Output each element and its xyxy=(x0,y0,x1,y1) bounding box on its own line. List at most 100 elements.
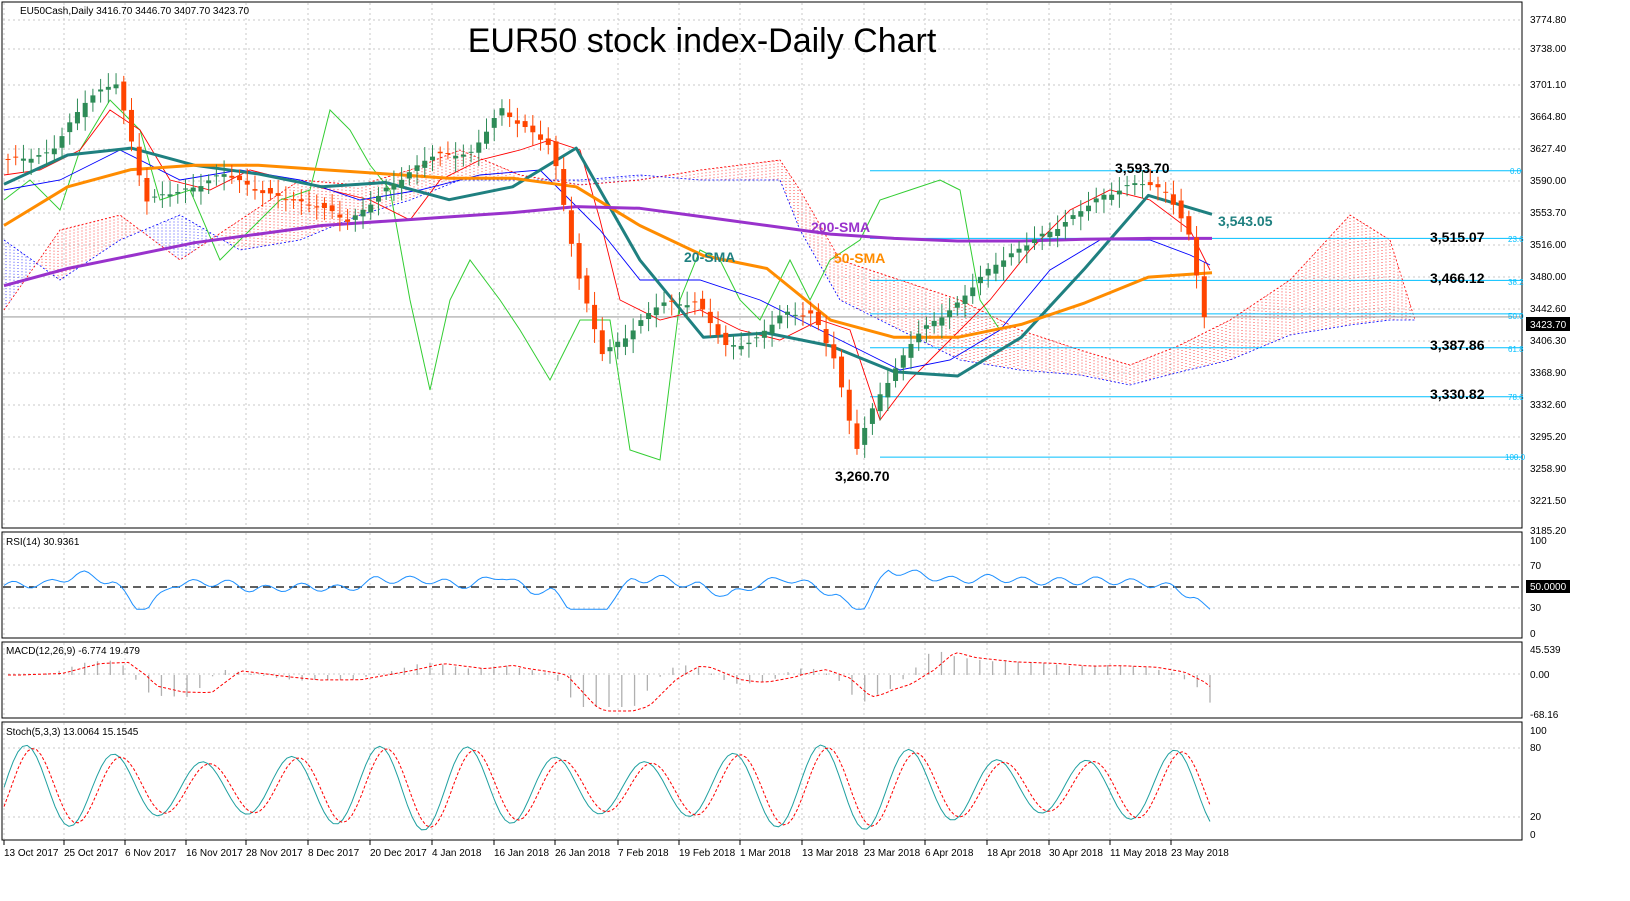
rsi-label: RSI(14) 30.9361 xyxy=(6,537,80,548)
candle-body xyxy=(1031,239,1037,244)
fibonacci-levels xyxy=(3,170,1522,458)
candle-body xyxy=(484,131,490,144)
candle-body xyxy=(229,175,235,178)
price-tick: 3406.30 xyxy=(1530,336,1567,347)
price-tick: 3221.50 xyxy=(1530,496,1567,507)
candle-body xyxy=(20,158,26,161)
candle-body xyxy=(568,210,574,244)
candle-body xyxy=(352,215,358,220)
fib-label-61: 61.8 xyxy=(1508,345,1524,354)
price-tick: 3774.80 xyxy=(1530,15,1567,26)
candle-body xyxy=(267,187,273,194)
macd-panel xyxy=(1,641,1523,719)
fib-label-78: 78.6 xyxy=(1508,393,1524,402)
date-tick: 20 Dec 2017 xyxy=(370,848,427,859)
candle-body xyxy=(545,138,551,145)
tenkan-line xyxy=(3,109,1211,421)
price-tick: 3185.20 xyxy=(1530,526,1567,537)
candle-body xyxy=(422,160,428,168)
candle-body xyxy=(453,155,459,159)
date-tick: 26 Jan 2018 xyxy=(555,848,610,859)
date-tick: 18 Apr 2018 xyxy=(987,848,1041,859)
rsi-tick: 0 xyxy=(1530,629,1536,640)
sma20-label: 20-SMA xyxy=(684,249,735,265)
candle-body xyxy=(707,311,713,324)
candle-body xyxy=(1016,248,1022,253)
candle-body xyxy=(314,206,320,208)
date-tick: 6 Nov 2017 xyxy=(125,848,177,859)
candle-body xyxy=(98,89,104,92)
sma200-line xyxy=(3,205,1212,288)
candle-body xyxy=(1039,233,1045,237)
level-3515-label: 3,515.07 xyxy=(1430,229,1485,245)
candle-body xyxy=(985,268,991,276)
candle-body xyxy=(1101,194,1107,200)
macd-tick: 0.00 xyxy=(1530,670,1550,681)
price-axis: 3774.80 3738.00 3701.10 3664.80 3627.40 … xyxy=(1526,15,1570,537)
candle-body xyxy=(136,146,142,176)
sma200-label: 200-SMA xyxy=(811,219,870,235)
candle-body xyxy=(213,175,219,177)
candle-body xyxy=(445,153,451,155)
candle-body xyxy=(368,204,374,213)
date-tick: 8 Dec 2017 xyxy=(308,848,360,859)
rsi-tick: 30 xyxy=(1530,603,1542,614)
candle-body xyxy=(823,329,829,344)
candle-body xyxy=(206,180,212,184)
candle-body xyxy=(1055,228,1061,237)
candle-body xyxy=(1140,184,1146,186)
candle-body xyxy=(337,214,343,218)
candle-body xyxy=(468,151,474,153)
candle-body xyxy=(345,219,351,222)
candle-body xyxy=(1001,260,1007,267)
current-price: 3423.70 xyxy=(1530,320,1567,331)
date-tick: 13 Oct 2017 xyxy=(4,848,59,859)
candle-body xyxy=(237,175,243,181)
candle-body xyxy=(715,324,721,335)
candle-body xyxy=(437,151,443,154)
stoch-panel xyxy=(1,721,1523,841)
stoch-d-line xyxy=(3,747,1211,828)
candle-body xyxy=(530,125,536,133)
candle-body xyxy=(121,81,127,111)
candle-body xyxy=(576,243,582,279)
candle-body xyxy=(676,304,682,306)
candle-body xyxy=(82,102,88,118)
candle-body xyxy=(746,342,752,345)
price-tick: 3738.00 xyxy=(1530,44,1567,55)
candle-body xyxy=(561,169,567,205)
candle-body xyxy=(90,95,96,103)
fib-label-23: 23.6 xyxy=(1508,235,1524,244)
candle-body xyxy=(538,134,544,140)
candle-body xyxy=(1008,253,1014,258)
stoch-tick: 80 xyxy=(1530,743,1542,754)
stoch-tick: 20 xyxy=(1530,812,1542,823)
candle-body xyxy=(5,158,11,160)
date-tick: 6 Apr 2018 xyxy=(925,848,974,859)
candle-body xyxy=(460,154,466,157)
candle-body xyxy=(785,311,791,315)
candle-body xyxy=(800,315,806,317)
macd-tick: -68.16 xyxy=(1530,710,1559,721)
candle-body xyxy=(877,394,883,412)
current-price-box xyxy=(1526,317,1570,331)
rsi-mid-label: 50.0000 xyxy=(1530,582,1567,593)
date-tick: 25 Oct 2017 xyxy=(64,848,119,859)
date-tick: 28 Nov 2017 xyxy=(246,848,303,859)
date-tick: 11 May 2018 xyxy=(1110,848,1168,859)
candle-body xyxy=(414,165,420,171)
price-tick: 3295.20 xyxy=(1530,432,1567,443)
candle-body xyxy=(252,189,258,191)
date-axis: 13 Oct 2017 25 Oct 2017 6 Nov 2017 16 No… xyxy=(4,848,1229,859)
candle-body xyxy=(74,112,80,124)
candle-body xyxy=(275,193,281,196)
candle-body xyxy=(306,204,312,206)
macd-tick: 45.539 xyxy=(1530,645,1561,656)
candle-body xyxy=(36,155,42,157)
macd-label: MACD(12,26,9) -6.774 19.479 xyxy=(6,646,140,657)
level-3330-label: 3,330.82 xyxy=(1430,386,1485,402)
candle-body xyxy=(383,187,389,192)
candle-body xyxy=(900,355,906,368)
